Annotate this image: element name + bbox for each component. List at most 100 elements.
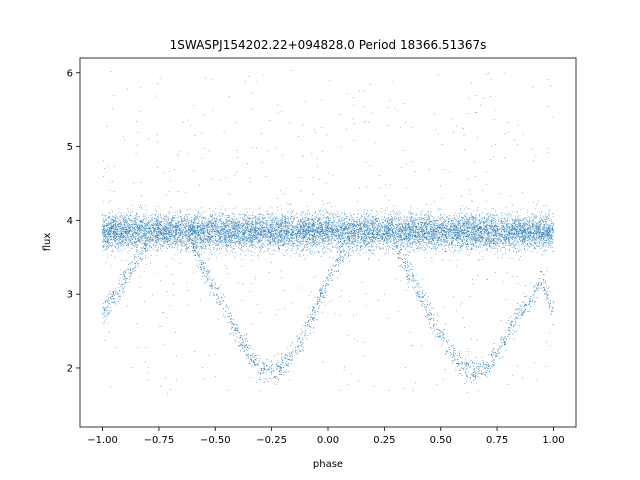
data-point	[512, 223, 514, 224]
data-point	[194, 230, 196, 232]
data-point	[143, 236, 144, 237]
data-point	[404, 243, 406, 245]
data-point	[314, 242, 315, 243]
data-point	[248, 235, 250, 237]
data-point	[514, 227, 515, 228]
data-point	[445, 237, 447, 239]
data-point	[225, 241, 226, 243]
data-point	[185, 239, 187, 241]
data-point	[104, 221, 105, 222]
data-point	[325, 235, 326, 237]
data-point	[313, 241, 315, 243]
data-point	[488, 234, 490, 236]
data-point	[520, 233, 522, 235]
data-point	[130, 211, 132, 213]
data-point	[137, 240, 139, 242]
data-point	[445, 251, 446, 252]
data-point	[470, 222, 472, 223]
data-point	[180, 237, 182, 239]
data-point	[218, 227, 220, 229]
data-point	[246, 220, 248, 221]
data-point	[370, 236, 371, 238]
data-point	[254, 224, 256, 226]
data-point	[119, 227, 120, 229]
data-point	[102, 230, 103, 232]
data-point	[530, 227, 532, 228]
data-point	[417, 222, 418, 224]
data-point	[544, 233, 546, 235]
data-point	[384, 233, 386, 235]
data-point	[225, 248, 227, 250]
data-point	[414, 226, 416, 227]
data-point	[287, 225, 289, 226]
data-point	[231, 241, 233, 243]
data-point	[310, 242, 311, 243]
data-point	[491, 235, 492, 236]
data-point	[125, 242, 126, 243]
data-point	[336, 238, 338, 239]
data-point	[272, 238, 273, 240]
data-point	[191, 246, 192, 247]
data-point	[239, 240, 240, 242]
data-point	[452, 244, 454, 246]
data-point	[426, 233, 428, 235]
data-point	[114, 221, 116, 223]
data-point	[110, 233, 111, 234]
data-point	[515, 216, 517, 218]
data-point	[364, 233, 365, 235]
data-point	[126, 245, 128, 246]
data-point	[109, 232, 111, 233]
data-point	[508, 233, 510, 235]
data-point	[394, 218, 395, 220]
data-point	[138, 227, 140, 229]
data-point	[353, 236, 355, 238]
data-point	[398, 218, 400, 220]
data-point	[392, 222, 393, 224]
data-point	[142, 226, 144, 228]
data-point	[324, 217, 326, 219]
data-point	[411, 238, 413, 239]
data-point	[467, 245, 469, 247]
data-point	[409, 234, 411, 236]
data-point	[452, 244, 454, 246]
data-point	[128, 223, 130, 225]
data-point	[400, 234, 401, 235]
data-point	[512, 243, 514, 245]
data-point	[161, 225, 163, 226]
data-point	[303, 219, 305, 221]
data-point	[260, 237, 262, 239]
data-point	[254, 245, 255, 246]
data-point	[280, 237, 282, 238]
data-point	[366, 212, 367, 214]
data-point	[308, 232, 309, 234]
data-point	[224, 238, 226, 240]
data-point	[423, 230, 425, 232]
data-point	[292, 219, 294, 220]
data-point	[363, 224, 364, 226]
data-point	[171, 222, 172, 224]
data-point	[462, 236, 464, 237]
data-point	[392, 223, 393, 225]
data-point	[255, 230, 257, 231]
data-point	[492, 239, 493, 241]
data-point	[348, 250, 349, 252]
data-point	[465, 236, 467, 238]
data-point	[501, 225, 503, 226]
data-point	[207, 228, 208, 230]
data-point	[430, 224, 431, 225]
data-point	[299, 241, 301, 243]
data-point	[178, 225, 180, 226]
data-point	[487, 237, 489, 238]
data-point	[200, 241, 202, 243]
data-point	[506, 224, 507, 225]
data-point	[291, 221, 293, 223]
data-point	[345, 227, 347, 229]
data-point	[140, 230, 142, 232]
data-point	[341, 226, 342, 228]
data-point	[542, 228, 544, 230]
data-point	[123, 224, 125, 225]
data-point	[475, 233, 476, 235]
data-point	[185, 228, 187, 230]
data-point	[550, 226, 552, 228]
data-point	[189, 237, 190, 239]
